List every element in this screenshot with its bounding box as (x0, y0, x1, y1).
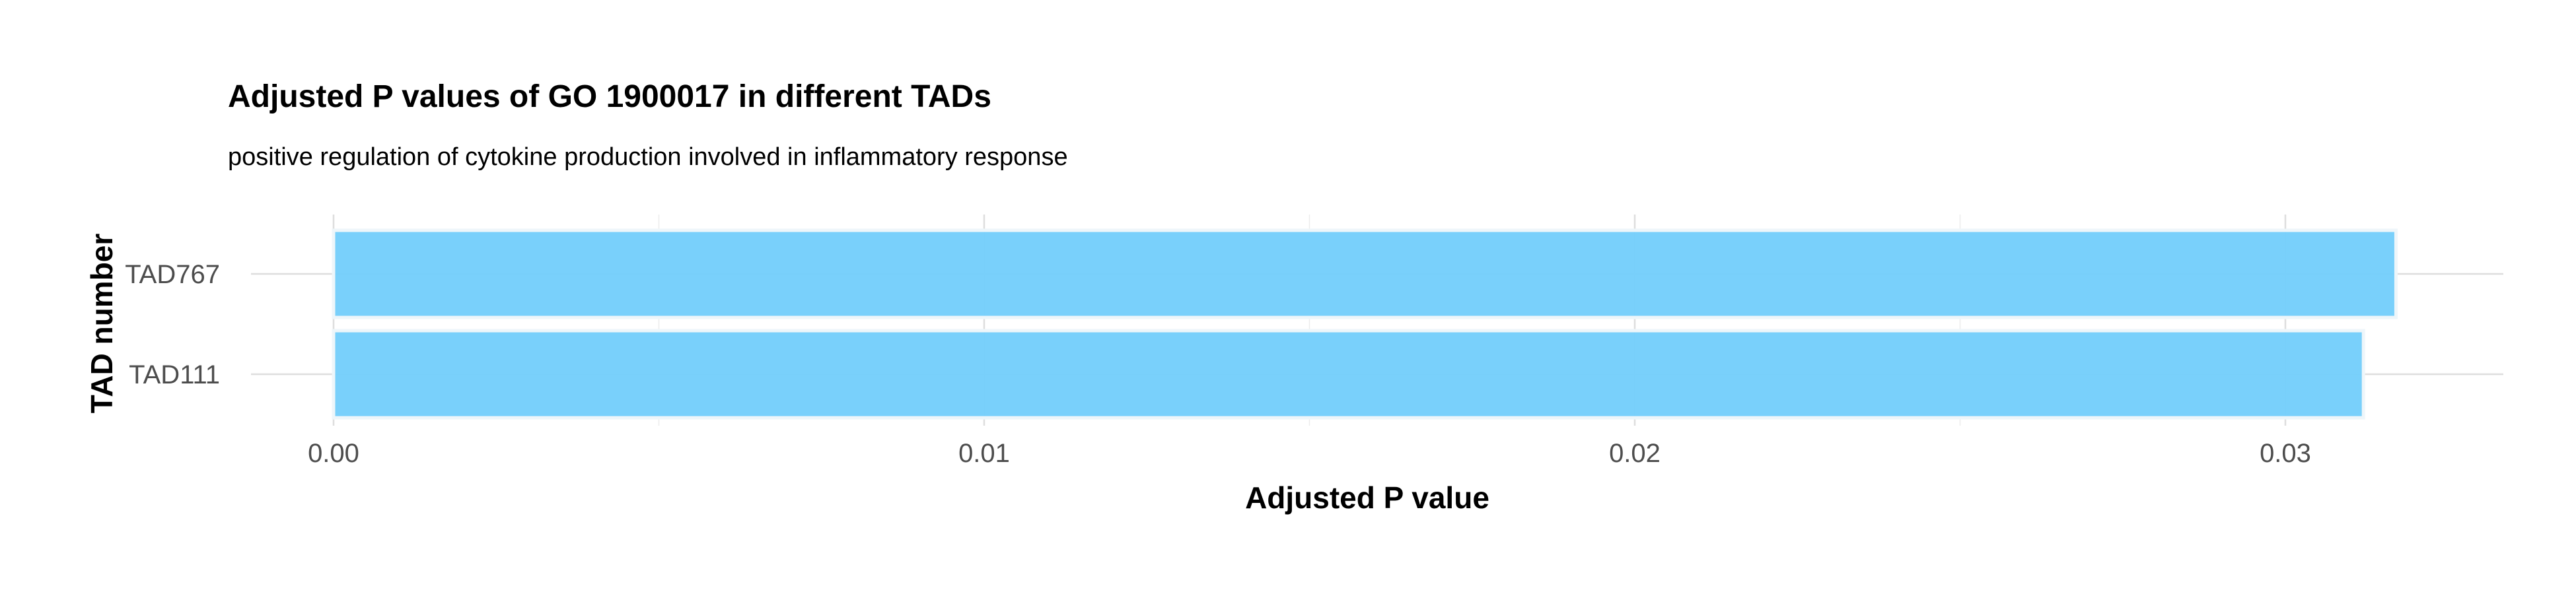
x-tick-label: 0.00 (308, 439, 359, 468)
y-tick-label: TAD111 (129, 360, 220, 389)
y-tick-label: TAD767 (125, 260, 220, 289)
x-tick-label: 0.03 (2260, 439, 2311, 468)
bars (332, 228, 2398, 420)
chart-title: Adjusted P values of GO 1900017 in diffe… (228, 79, 991, 114)
bar-tad111 (332, 329, 2365, 420)
x-axis-title: Adjusted P value (1245, 480, 1489, 515)
x-axis-ticks: 0.00 0.01 0.02 0.03 (308, 439, 2311, 468)
y-axis-title: TAD number (85, 234, 119, 414)
chart-subtitle: positive regulation of cytokine producti… (228, 143, 1068, 171)
x-tick-label: 0.02 (1609, 439, 1661, 468)
x-tick-label: 0.01 (958, 439, 1010, 468)
y-axis-ticks: TAD767 TAD111 (125, 260, 220, 389)
bar-tad767 (332, 228, 2398, 319)
